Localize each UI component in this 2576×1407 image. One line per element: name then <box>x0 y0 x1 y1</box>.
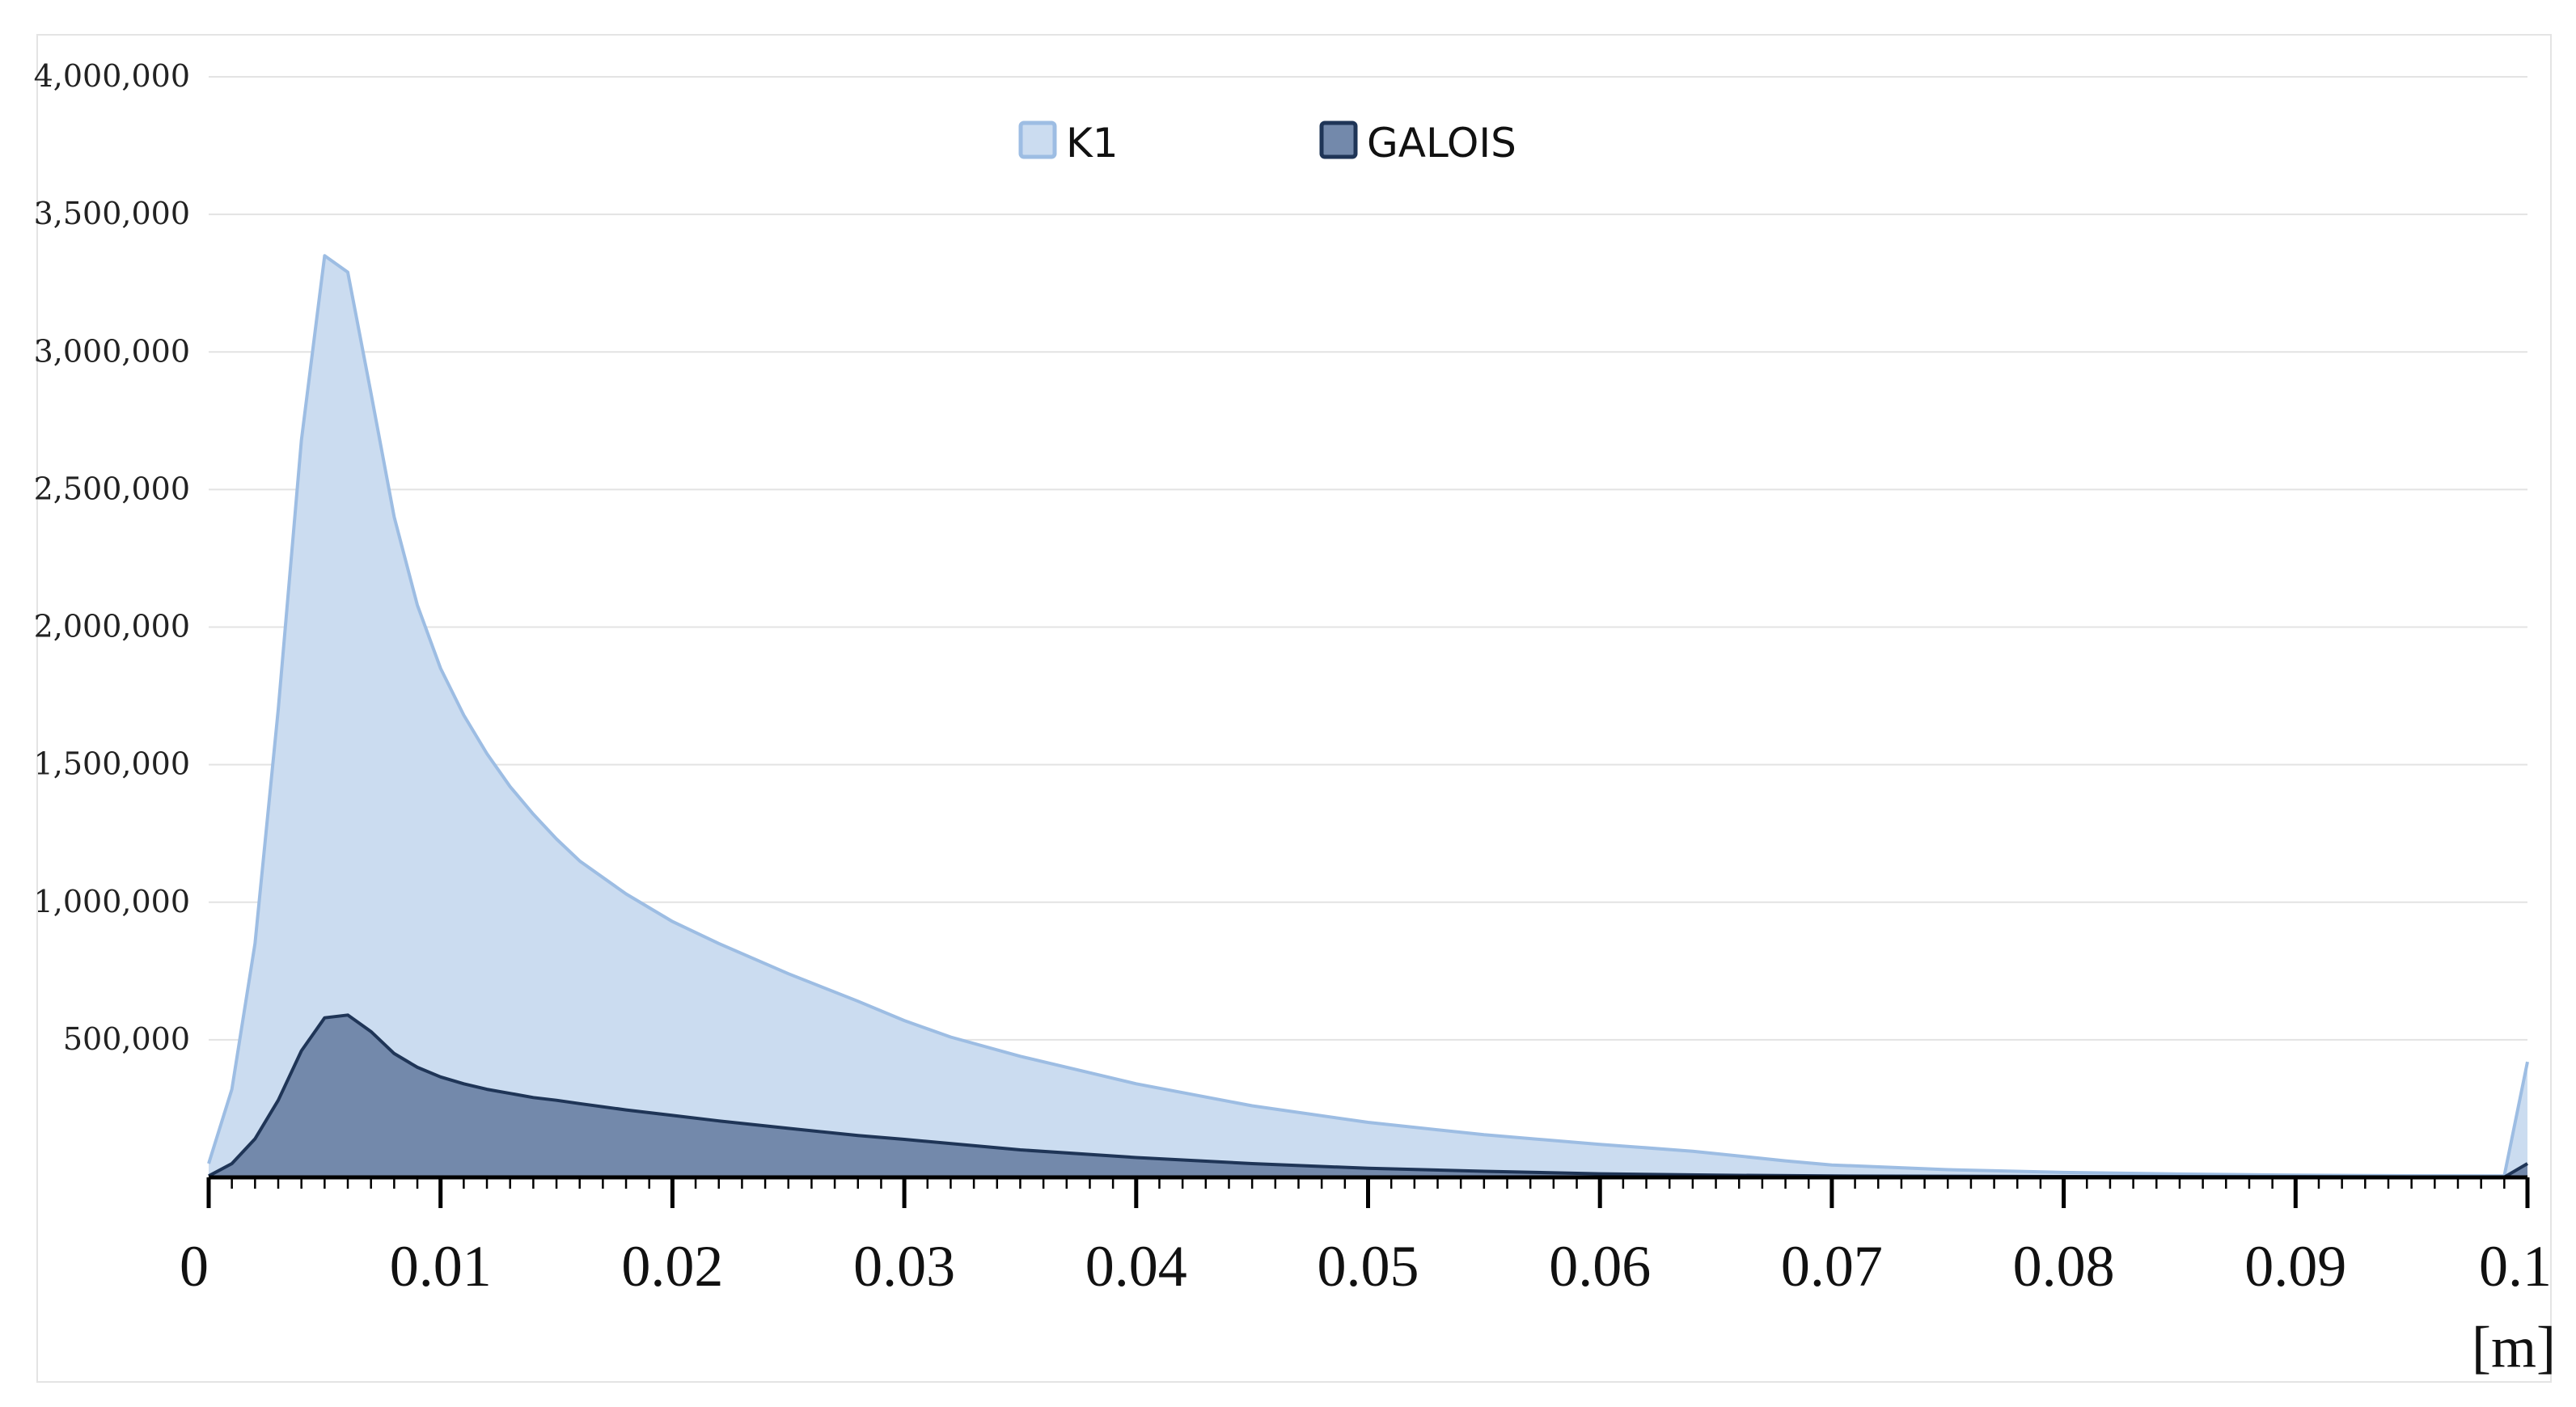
x-tick-label: 0.05 <box>1318 1234 1419 1299</box>
y-tick-label: 2,500,000 <box>34 471 190 506</box>
legend-swatch-galois <box>1319 120 1358 159</box>
series-line-k1 <box>207 254 2529 1178</box>
legend-label-galois: GALOIS <box>1367 120 1516 167</box>
x-tick-label: 0 <box>180 1234 209 1299</box>
legend-item-k1: K1 <box>1018 120 1119 167</box>
x-tick-label: 0.01 <box>390 1234 492 1299</box>
y-axis-tick-labels: 500,000 1,000,000 1,500,000 2,000,000 2,500,… <box>34 58 190 1057</box>
x-tick-label: 0.06 <box>1549 1234 1651 1299</box>
y-tick-label: 3,000,000 <box>34 333 190 369</box>
series-areas <box>207 254 2529 1179</box>
gridlines <box>209 76 2527 1041</box>
x-tick-label: 0.1 <box>2479 1234 2552 1299</box>
y-tick-label: 1,500,000 <box>34 746 190 782</box>
series-line-galois <box>208 1013 2529 1179</box>
chart-border <box>36 34 2552 1383</box>
y-tick-label: 2,000,000 <box>34 609 190 644</box>
x-tick-label: 0.03 <box>853 1234 955 1299</box>
y-tick-label: 4,000,000 <box>34 58 190 94</box>
legend-item-galois: GALOIS <box>1319 120 1516 167</box>
legend-swatch-k1 <box>1018 120 1057 159</box>
x-axis-tick-labels: 0 0.01 0.02 0.03 0.04 0.05 0.06 0.07 0.08 0.09 0.1 <box>180 1234 2552 1299</box>
x-tick-label: 0.04 <box>1085 1234 1187 1299</box>
legend-label-k1: K1 <box>1066 120 1119 167</box>
x-tick-label: 0.07 <box>1781 1234 1883 1299</box>
y-tick-label: 500,000 <box>63 1021 190 1057</box>
x-axis-unit-label: [m] <box>2472 1315 2556 1380</box>
x-tick-label: 0.09 <box>2244 1234 2346 1299</box>
x-axis <box>206 1175 2530 1208</box>
legend: K1 GALOIS <box>1018 120 1516 167</box>
series-area-galois <box>209 1015 2527 1177</box>
x-tick-label: 0.08 <box>2013 1234 2115 1299</box>
y-tick-label: 3,500,000 <box>34 196 190 231</box>
x-tick-label: 0.02 <box>621 1234 723 1299</box>
y-tick-label: 1,000,000 <box>34 884 190 919</box>
